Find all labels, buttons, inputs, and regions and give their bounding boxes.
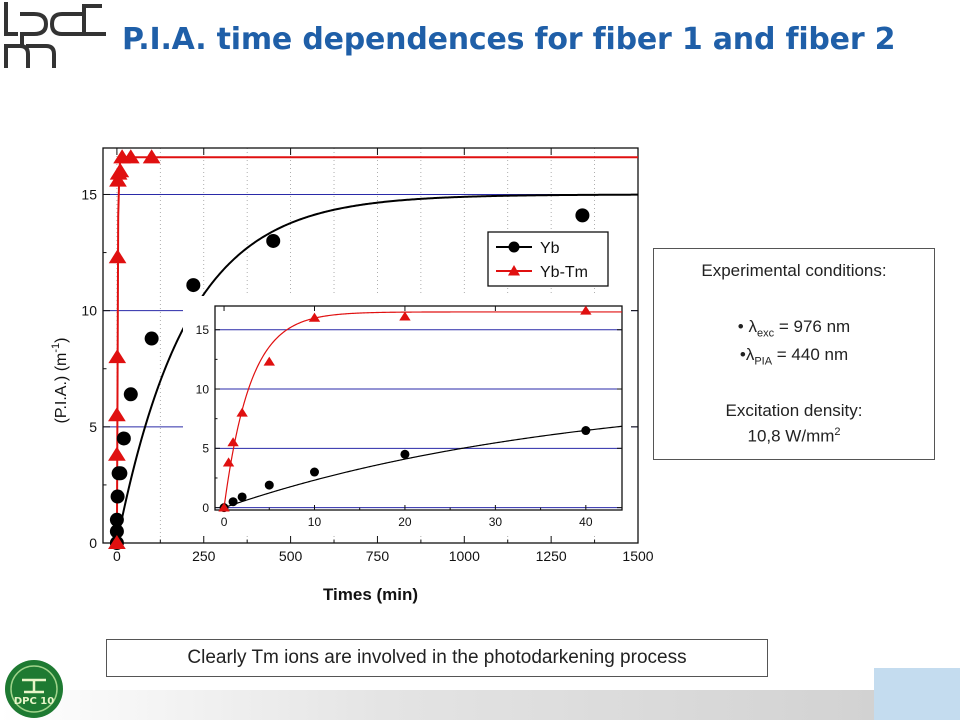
main-x-tick-label: 1000 <box>449 548 480 564</box>
main-point-yb <box>109 512 124 527</box>
lpcm-logo <box>4 2 106 68</box>
inset-x-tick-label: 40 <box>579 515 593 529</box>
inset-x-tick-label: 10 <box>308 515 322 529</box>
inset-x-tick-label: 20 <box>398 515 412 529</box>
main-point-yb-tm <box>121 149 140 164</box>
inset-point-yb-tm <box>222 457 235 467</box>
main-point-yb-tm <box>108 446 126 461</box>
inset-point-yb <box>309 467 319 477</box>
inset-point-yb-tm <box>263 356 275 366</box>
inset-fit-yb-tm <box>223 311 622 508</box>
main-x-tick-label: 500 <box>279 548 303 564</box>
inset-y-tick-label: 0 <box>202 501 209 515</box>
inset-y-tick-label: 5 <box>202 442 209 456</box>
inset-point-yb-tm <box>218 502 230 512</box>
main-point-yb-tm <box>108 407 126 422</box>
inset-plot-area <box>215 306 622 510</box>
main-point-yb <box>109 524 124 539</box>
lambda-exc-line: • λexc = 976 nm <box>737 317 851 340</box>
main-point-yb <box>116 431 131 446</box>
legend-marker-yb-tm <box>508 265 520 276</box>
main-point-yb-tm <box>142 149 161 164</box>
inset-point-yb <box>228 497 238 507</box>
main-frame <box>102 147 639 544</box>
main-point-yb-tm <box>108 249 127 264</box>
y-axis-label: (P.I.A.) (m-1) <box>50 338 70 424</box>
main-point-yb-tm <box>111 163 130 178</box>
main-fit-yb-tm <box>115 156 638 544</box>
density-line: 10,8 W/mm2 <box>654 426 934 447</box>
inset-point-yb-tm <box>399 311 411 321</box>
lambda-exc-sub: exc <box>756 327 775 340</box>
inset-point-yb <box>264 480 274 490</box>
main-fit-yb <box>115 193 639 544</box>
dpc-logo-text: DPC 10 <box>14 696 54 707</box>
legend-label-yb: Yb <box>540 240 560 257</box>
page-title: P.I.A. time dependences for fiber 1 and … <box>122 22 896 57</box>
main-point-yb <box>113 466 128 481</box>
lambda-pia-symbol: λ <box>745 345 755 364</box>
main-point-yb <box>110 489 125 504</box>
inset-fit-yb <box>223 425 623 509</box>
density-value: 10,8 W/mm <box>747 426 835 446</box>
lambda-exc-value: = 976 nm <box>774 317 851 336</box>
main-point-yb <box>123 387 138 402</box>
legend-label-yb-tm: Yb-Tm <box>540 264 588 281</box>
density-sup: 2 <box>834 426 841 438</box>
lambda-pia-value: = 440 nm <box>772 345 849 364</box>
main-x-tick-label: 750 <box>366 548 390 564</box>
legend-marker-yb <box>508 241 520 253</box>
footer-bar <box>0 690 960 720</box>
inset-x-tick-label: 30 <box>489 515 503 529</box>
inset-point-yb-tm <box>236 407 248 417</box>
main-point-yb <box>144 331 159 346</box>
x-axis-label: Times (min) <box>323 585 418 604</box>
inset-point-yb <box>237 492 247 502</box>
inset-x-tick-label: 0 <box>221 515 228 529</box>
inset-point-yb-tm <box>308 312 321 322</box>
main-y-tick-label: 10 <box>81 303 97 319</box>
legend-box <box>487 231 609 287</box>
lambda-exc-symbol: λ <box>748 317 757 336</box>
main-y-tick-label: 0 <box>89 535 97 551</box>
main-point-yb <box>266 233 281 248</box>
inset-y-tick-label: 15 <box>196 323 210 337</box>
inset-frame <box>214 305 623 511</box>
experimental-conditions-box: Experimental conditions: • λexc = 976 nm… <box>653 248 935 460</box>
conditions-heading: Experimental conditions: <box>701 261 887 280</box>
lambda-pia-line: •λPIA = 440 nm <box>739 345 849 368</box>
inset-y-tick-label: 10 <box>196 382 210 396</box>
main-point-yb <box>575 208 590 223</box>
inset-point-yb <box>581 426 591 436</box>
inset-point-yb-tm <box>580 305 592 315</box>
inset-point-yb-tm <box>227 437 239 447</box>
main-x-tick-label: 1500 <box>622 548 653 564</box>
main-point-yb-tm <box>108 534 126 550</box>
dpc10-logo: DPC 10 <box>5 660 63 718</box>
density-label: Excitation density: <box>725 401 863 420</box>
conclusion-box: Clearly Tm ions are involved in the phot… <box>106 639 768 677</box>
inset-point-yb <box>400 449 410 459</box>
main-point-yb-tm <box>108 349 127 364</box>
main-x-tick-label: 250 <box>192 548 216 564</box>
main-y-tick-label: 15 <box>81 187 97 203</box>
main-x-tick-label: 1250 <box>536 548 567 564</box>
main-point-yb <box>186 278 201 293</box>
main-x-tick-label: 0 <box>113 548 121 564</box>
main-y-tick-label: 5 <box>89 419 97 435</box>
footer-accent <box>874 668 960 720</box>
lambda-pia-sub: PIA <box>754 355 773 368</box>
